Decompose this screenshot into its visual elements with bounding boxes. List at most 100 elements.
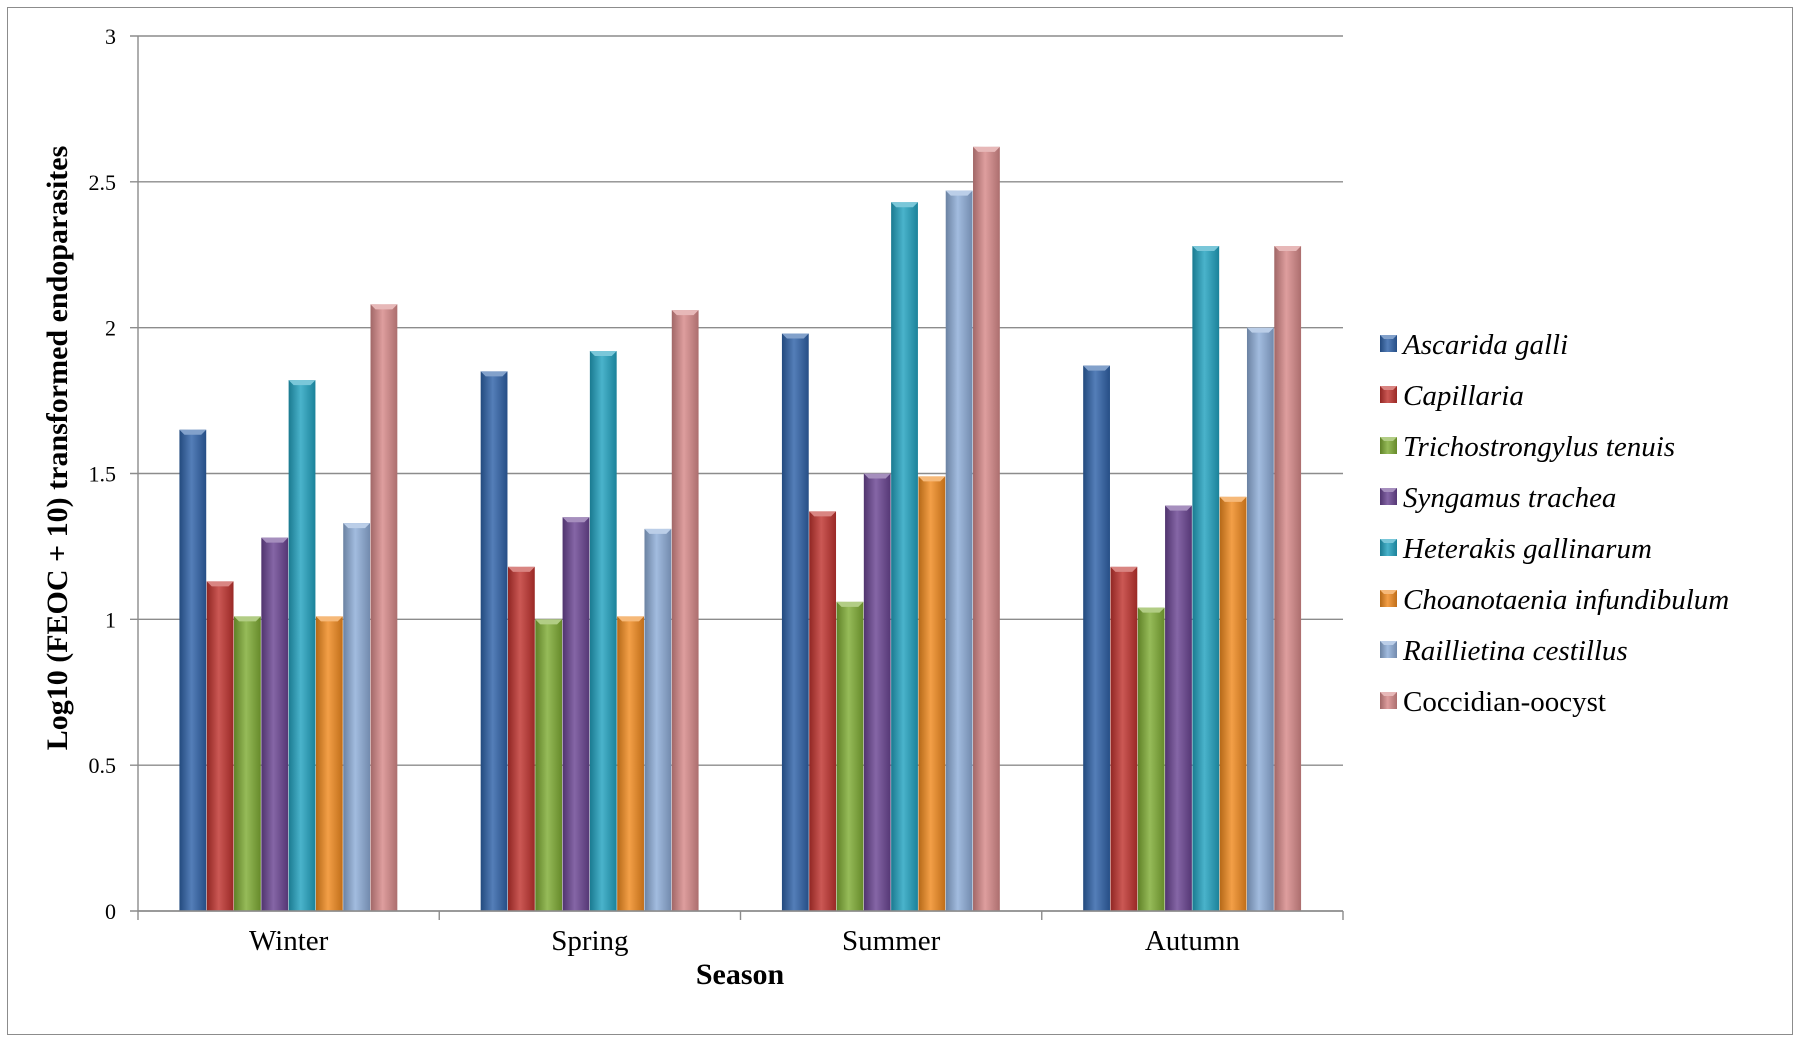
legend: Ascarida galli Capillaria Trichostrongylus… — [1380, 329, 1729, 718]
bar-autumn-series-7 — [1274, 246, 1302, 911]
bar-cap — [1246, 327, 1274, 333]
category-label-autumn: Autumn — [1145, 925, 1241, 957]
bar-cap — [206, 581, 234, 587]
bar-winter-series-3 — [261, 537, 289, 911]
bar-cap — [1219, 496, 1247, 502]
category-label-summer: Summer — [842, 925, 941, 957]
bar-autumn-series-4 — [1192, 246, 1220, 911]
bar-cap — [617, 616, 644, 622]
bar-cap — [234, 616, 261, 622]
bars — [179, 146, 1302, 912]
bar-autumn-series-1 — [1110, 566, 1138, 911]
bar-cap — [891, 202, 918, 208]
bar-summer-series-2 — [836, 601, 864, 911]
bar-cap — [945, 190, 973, 196]
legend-label: Trichostrongylus tenuis — [1403, 431, 1675, 463]
legend-swatch — [1380, 488, 1397, 505]
bar-summer-series-1 — [809, 511, 837, 911]
x-axis-title: Season — [696, 958, 785, 991]
bar-cap — [535, 619, 563, 625]
bar-cap — [918, 476, 946, 482]
bar-cap — [589, 351, 617, 356]
bar-summer-series-4 — [891, 202, 918, 911]
legend-swatch — [1380, 641, 1397, 658]
legend-swatch-cap — [1380, 539, 1397, 543]
bar-cap — [1083, 365, 1110, 371]
legend-swatch — [1380, 590, 1397, 607]
bar-spring-series-1 — [507, 566, 535, 911]
bar-spring-series-7 — [671, 310, 699, 912]
legend-swatch — [1380, 539, 1397, 556]
bar-cap — [973, 146, 1000, 152]
bar-cap — [836, 601, 864, 607]
bar-chart: 0 0.5 1 1.5 2 2.5 3 Winter Spring Summer Autumn S… — [41, 24, 1729, 991]
y-axis-title: Log10 (FEOC + 10) transformed endoparasi… — [41, 146, 74, 751]
y-tick-label: 2.5 — [89, 170, 117, 195]
bar-autumn-series-0 — [1083, 365, 1110, 911]
legend-swatch-cap — [1380, 488, 1397, 492]
legend-swatch-cap — [1380, 590, 1397, 594]
bar-cap — [507, 566, 535, 572]
x-axis: Winter Spring Summer Autumn — [137, 910, 1344, 957]
bar-summer-series-7 — [973, 146, 1000, 912]
bar-cap — [1137, 607, 1165, 613]
bar-cap — [781, 333, 809, 339]
y-tick-label: 1 — [105, 607, 116, 632]
y-tick-label: 0 — [105, 899, 116, 924]
y-axis: 0 0.5 1 1.5 2 2.5 3 — [89, 24, 139, 924]
bar-autumn-series-3 — [1165, 505, 1192, 911]
legend-label: Heterakis gallinarum — [1402, 533, 1652, 565]
legend-label: Capillaria — [1403, 380, 1524, 412]
bar-winter-series-5 — [315, 616, 343, 911]
bar-summer-series-5 — [918, 476, 946, 911]
legend-label: Raillietina cestillus — [1402, 635, 1628, 667]
bar-cap — [562, 517, 590, 523]
bar-autumn-series-5 — [1219, 496, 1247, 911]
category-label-spring: Spring — [551, 925, 628, 957]
bar-winter-series-0 — [179, 429, 207, 911]
legend-swatch-cap — [1380, 641, 1397, 645]
legend-swatch — [1380, 437, 1397, 454]
bar-cap — [644, 528, 672, 534]
bar-spring-series-5 — [617, 616, 644, 911]
bar-summer-series-3 — [863, 473, 891, 911]
legend-swatch — [1380, 692, 1397, 709]
bar-spring-series-3 — [562, 517, 590, 911]
legend-swatch-cap — [1380, 692, 1397, 696]
bar-cap — [179, 429, 207, 435]
legend-label: Ascarida galli — [1401, 329, 1568, 361]
bar-winter-series-2 — [234, 616, 261, 911]
y-tick-label: 0.5 — [89, 753, 117, 778]
bar-spring-series-2 — [535, 619, 563, 911]
bar-cap — [671, 310, 699, 316]
legend-label: Choanotaenia infundibulum — [1403, 584, 1729, 616]
bar-summer-series-0 — [781, 333, 809, 911]
bar-cap — [863, 473, 891, 479]
legend-swatch-cap — [1380, 386, 1397, 390]
bar-cap — [809, 511, 837, 517]
bar-cap — [480, 371, 508, 377]
legend-swatch — [1380, 386, 1397, 403]
y-tick-label: 3 — [105, 24, 116, 49]
y-tick-label: 2 — [105, 316, 116, 341]
bar-autumn-series-2 — [1137, 607, 1165, 911]
legend-swatch-cap — [1380, 335, 1397, 339]
bar-cap — [315, 616, 343, 622]
legend-swatch-cap — [1380, 437, 1397, 441]
bar-cap — [1192, 246, 1220, 251]
bar-cap — [261, 537, 289, 543]
bar-cap — [370, 304, 398, 310]
bar-autumn-series-6 — [1246, 327, 1274, 912]
bar-cap — [1274, 246, 1302, 251]
bar-summer-series-6 — [945, 190, 973, 912]
bar-winter-series-7 — [370, 304, 398, 911]
legend-label: Coccidian-oocyst — [1403, 686, 1606, 718]
y-tick-label: 1.5 — [89, 462, 117, 487]
bar-winter-series-1 — [206, 581, 234, 911]
bar-cap — [1165, 505, 1192, 511]
bar-spring-series-0 — [480, 371, 508, 912]
legend-label: Syngamus trachea — [1403, 482, 1616, 514]
category-label-winter: Winter — [249, 925, 329, 957]
bar-spring-series-4 — [589, 351, 617, 911]
bar-cap — [343, 523, 371, 529]
